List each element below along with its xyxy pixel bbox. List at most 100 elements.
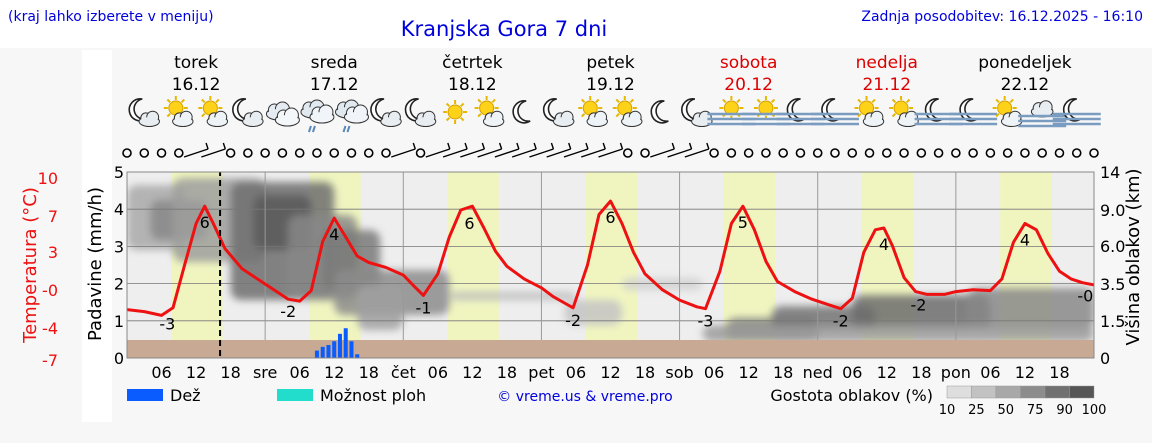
wind-calm-icon <box>260 148 270 158</box>
temperature-label: -2 <box>565 311 581 330</box>
temperature-label: -3 <box>697 312 713 331</box>
rain-bar <box>337 333 342 358</box>
hour-tick-label: 18 <box>635 363 655 382</box>
moon-cloud-icon <box>542 98 575 128</box>
wind-barb-icon <box>529 142 555 158</box>
day-name: ponedeljek <box>978 53 1072 73</box>
menu-hint[interactable]: (kraj lahko izberete v meniju) <box>8 9 214 25</box>
temperature-axis-label: Temperatura (°C) <box>20 187 41 344</box>
temperature-label: 6 <box>200 213 210 232</box>
plot-frame <box>126 171 1095 359</box>
wind-calm-icon <box>243 148 253 158</box>
wind-calm-icon <box>1089 148 1099 158</box>
rain-bar <box>349 341 354 358</box>
day-name: nedelja <box>856 53 918 73</box>
cloud-density-layer <box>127 178 1094 342</box>
x-axis-ticks: 06 12 18 sre 06 12 18 čet 06 12 18 pet 06 12 18 sob 06 12… <box>151 363 1069 382</box>
temperature-label: 6 <box>464 214 474 233</box>
precip-tick: 3 <box>114 237 124 256</box>
day-name: petek <box>586 53 634 73</box>
wind-calm-icon <box>225 148 236 158</box>
wind-calm-icon <box>277 148 288 158</box>
moon-cloud-icon <box>232 98 264 128</box>
wind-barb-icon <box>667 142 693 158</box>
day-tick-label: čet <box>391 363 416 382</box>
cloud-scale-label: 10 <box>939 403 956 418</box>
wind-calm-icon <box>122 148 132 158</box>
precip-tick: 1 <box>114 312 124 331</box>
cloud-height-tick: 14 <box>1100 163 1120 182</box>
hour-tick-label: 12 <box>186 363 206 382</box>
cloud-scale-swatch <box>1020 385 1046 399</box>
rain-bar <box>343 328 348 358</box>
rain-cloud-icon <box>334 99 369 133</box>
wind-barb-icon <box>391 142 416 158</box>
day-dividers <box>264 172 957 358</box>
cloud-icon <box>265 101 300 127</box>
header-band <box>0 0 1152 48</box>
wind-calm-icon <box>1020 148 1030 158</box>
wind-calm-icon <box>174 148 184 158</box>
sun-cloud-icon <box>474 96 505 128</box>
credits-link[interactable]: © vreme.us & vreme.pro <box>497 389 672 405</box>
day-date: 20.12 <box>724 75 773 95</box>
wind-calm-icon <box>156 148 167 158</box>
legend-shower-label: Možnost ploh <box>320 386 426 405</box>
wind-calm-icon <box>778 148 788 158</box>
wind-calm-icon <box>881 148 892 158</box>
rain-bar <box>314 350 319 358</box>
wind-calm-icon <box>329 148 340 158</box>
wind-calm-icon <box>968 148 978 158</box>
hour-tick-label: 18 <box>497 363 517 382</box>
left-axis-band <box>82 50 112 422</box>
day-date: 21.12 <box>862 75 911 95</box>
wind-barb-icon <box>511 142 537 158</box>
cloud-axis: Višina oblakov (km) 0 1.5 3.5 6.0 9.0 14 <box>1100 163 1144 368</box>
temperature-tick: 3 <box>48 243 58 262</box>
wind-barb-icon <box>201 142 227 158</box>
temperature-label: -2 <box>280 302 296 321</box>
wind-barb-icon <box>442 142 468 158</box>
wind-barb-icon <box>460 142 486 158</box>
wind-calm-icon <box>1037 148 1047 158</box>
cloud-scale-label: 75 <box>1027 403 1044 418</box>
sun-cloud-icon <box>889 96 919 128</box>
cloud-height-tick: 1.5 <box>1100 312 1125 331</box>
cloud-patch <box>771 306 876 330</box>
temperature-label: 4 <box>879 235 889 254</box>
wind-calm-icon <box>933 148 944 158</box>
cloud-scale-label: 25 <box>968 403 985 418</box>
temperature-tick: -0 <box>42 281 58 300</box>
cloud-patch <box>357 285 404 330</box>
wind-calm-icon <box>312 148 322 158</box>
wind-calm-icon <box>139 148 150 158</box>
wind-barb-icon <box>581 142 606 158</box>
precip-tick: 0 <box>114 349 124 368</box>
day-tick-label: sre <box>253 363 277 382</box>
cloud-scale-label: 50 <box>998 403 1015 418</box>
moon-cloud-icon <box>128 98 160 128</box>
day-tick-label: pon <box>941 363 971 382</box>
rain-bar <box>355 354 360 358</box>
day-date: 16.12 <box>172 75 221 95</box>
wind-calm-icon <box>951 148 961 158</box>
page-title: Kranjska Gora 7 dni <box>401 17 608 41</box>
wind-calm-icon <box>1002 148 1013 158</box>
cloud-patch <box>967 288 1094 330</box>
wind-barb-icon <box>598 142 624 158</box>
day-tick-label: sob <box>665 363 693 382</box>
temperature-labels: -3 6 -2 4 -1 6 -2 6 -3 5 -2 4 -2 4 -0 <box>159 208 1093 333</box>
legend-rain-swatch <box>127 389 163 401</box>
rain-bar <box>332 341 337 358</box>
hour-tick-label: 18 <box>911 363 931 382</box>
wind-calm-icon <box>622 148 633 158</box>
hour-tick-label: 12 <box>324 363 344 382</box>
cloud-height-tick: 0 <box>1100 349 1110 368</box>
legend-shower-swatch <box>277 389 313 401</box>
temperature-label: -1 <box>415 298 431 317</box>
temperature-label: 4 <box>329 225 339 244</box>
wind-calm-icon <box>830 148 840 158</box>
hour-tick-label: 06 <box>428 363 448 382</box>
